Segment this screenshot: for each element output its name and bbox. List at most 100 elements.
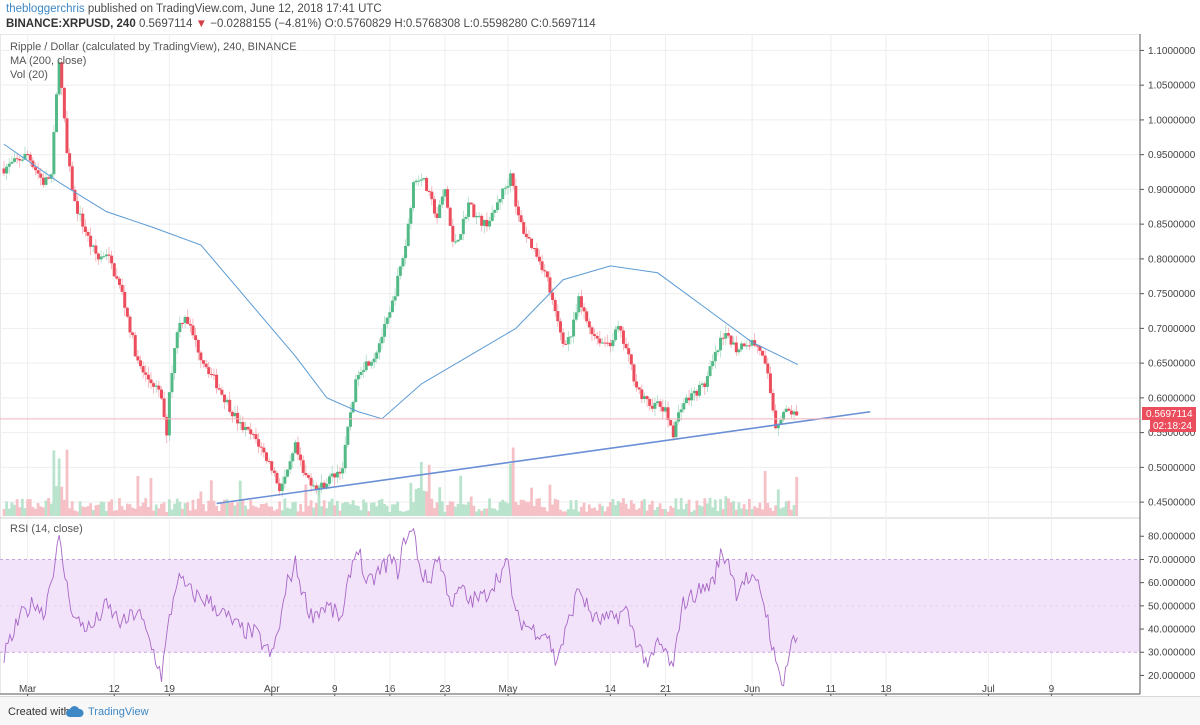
candle-body xyxy=(740,343,744,350)
candle-body xyxy=(44,177,48,185)
volume-bar xyxy=(220,503,224,516)
candle-body xyxy=(343,444,347,469)
candle-body xyxy=(335,471,339,478)
trendline[interactable] xyxy=(216,410,871,505)
candle-body xyxy=(734,342,738,353)
candle-body xyxy=(635,381,639,388)
volume-bar xyxy=(5,501,9,516)
candle-body xyxy=(173,348,177,374)
candle-body xyxy=(713,352,717,362)
candle-body xyxy=(364,361,368,371)
volume-bar xyxy=(475,511,478,516)
candle-body xyxy=(527,236,531,239)
candle-body xyxy=(293,442,297,454)
price-tick-label: 0.9500000 xyxy=(1148,150,1196,161)
author-link[interactable]: thebloggerchris xyxy=(6,3,85,15)
candle-body xyxy=(768,373,772,394)
candle-body xyxy=(102,256,106,258)
candle-body xyxy=(220,389,224,395)
volume-bar xyxy=(110,499,114,516)
footer-brand[interactable]: TradingView xyxy=(88,706,149,718)
candle-body xyxy=(280,483,284,492)
candle-body xyxy=(621,330,625,344)
volume-bar xyxy=(422,490,426,516)
volume-bar xyxy=(595,510,599,516)
candle-body xyxy=(453,241,457,243)
volume-bar xyxy=(629,500,633,516)
volume-bar xyxy=(238,480,242,516)
volume-bar xyxy=(2,509,6,516)
footer-created: Created with xyxy=(8,706,70,718)
volume-bar xyxy=(727,498,730,516)
candle-body xyxy=(642,396,646,399)
candle-body xyxy=(10,161,14,164)
volume-bar xyxy=(477,509,481,516)
volume-bar xyxy=(196,498,200,516)
volume-bar xyxy=(162,502,166,516)
volume-bar xyxy=(774,505,778,516)
candle-body xyxy=(414,180,418,183)
chart-canvas[interactable]: 1.1000000 1.0500000 1.0000000 0.9500000 0.90… xyxy=(0,34,1200,696)
volume-bar xyxy=(769,507,772,516)
candle-body xyxy=(186,316,190,324)
candle-body xyxy=(320,482,324,488)
volume-bar xyxy=(454,506,457,516)
volume-bar xyxy=(139,506,142,516)
candle-body xyxy=(711,361,715,367)
volume-bar xyxy=(593,507,596,516)
candle-body xyxy=(367,361,371,366)
volume-bar xyxy=(236,502,240,516)
candle-body xyxy=(283,476,287,484)
candle-body xyxy=(677,412,681,422)
candle-body xyxy=(385,317,389,324)
volume-bar xyxy=(692,510,696,516)
candle-body xyxy=(464,216,468,219)
candle-body xyxy=(661,406,665,412)
volume-bar xyxy=(104,510,108,516)
volume-bar xyxy=(398,510,402,516)
candle-body xyxy=(18,159,22,161)
x-tick-label: 9 xyxy=(1049,684,1055,695)
volume-bar xyxy=(748,499,751,516)
candle-body xyxy=(57,62,61,95)
candle-body xyxy=(62,87,66,119)
volume-bar xyxy=(650,500,654,516)
volume-bar xyxy=(443,511,447,516)
volume-bar xyxy=(165,511,169,516)
volume-bar xyxy=(128,504,132,516)
volume-bar xyxy=(309,500,313,516)
candle-body xyxy=(427,190,431,192)
candle-body xyxy=(125,307,129,317)
volume-bar xyxy=(514,501,518,516)
candle-body xyxy=(52,132,56,175)
candle-body xyxy=(99,256,103,260)
candle-body xyxy=(451,225,455,242)
volume-bar xyxy=(181,508,184,516)
volume-bar xyxy=(351,500,355,516)
candle-body xyxy=(545,271,549,278)
volume-bar xyxy=(545,511,549,516)
candle-body xyxy=(75,201,79,214)
volume-bar xyxy=(485,508,489,516)
candle-body xyxy=(383,323,387,337)
volume-bar xyxy=(112,510,116,516)
volume-bar xyxy=(532,506,536,516)
candle-body xyxy=(553,300,557,312)
volume-bar xyxy=(763,470,767,516)
volume-bar xyxy=(136,476,140,516)
candle-body xyxy=(587,321,591,328)
candle-body xyxy=(640,389,644,399)
volume-bar xyxy=(543,507,547,516)
volume-bar xyxy=(414,489,418,516)
volume-bar xyxy=(346,502,350,516)
volume-bar xyxy=(178,501,182,516)
candle-body xyxy=(695,390,699,396)
candle-body xyxy=(241,422,245,431)
candle-body xyxy=(548,277,552,293)
candle-body xyxy=(162,398,166,418)
candle-body xyxy=(254,434,258,440)
candle-body xyxy=(362,370,366,373)
candle-body xyxy=(566,337,570,345)
volume-bar xyxy=(472,505,476,516)
volume-bar xyxy=(501,499,505,516)
